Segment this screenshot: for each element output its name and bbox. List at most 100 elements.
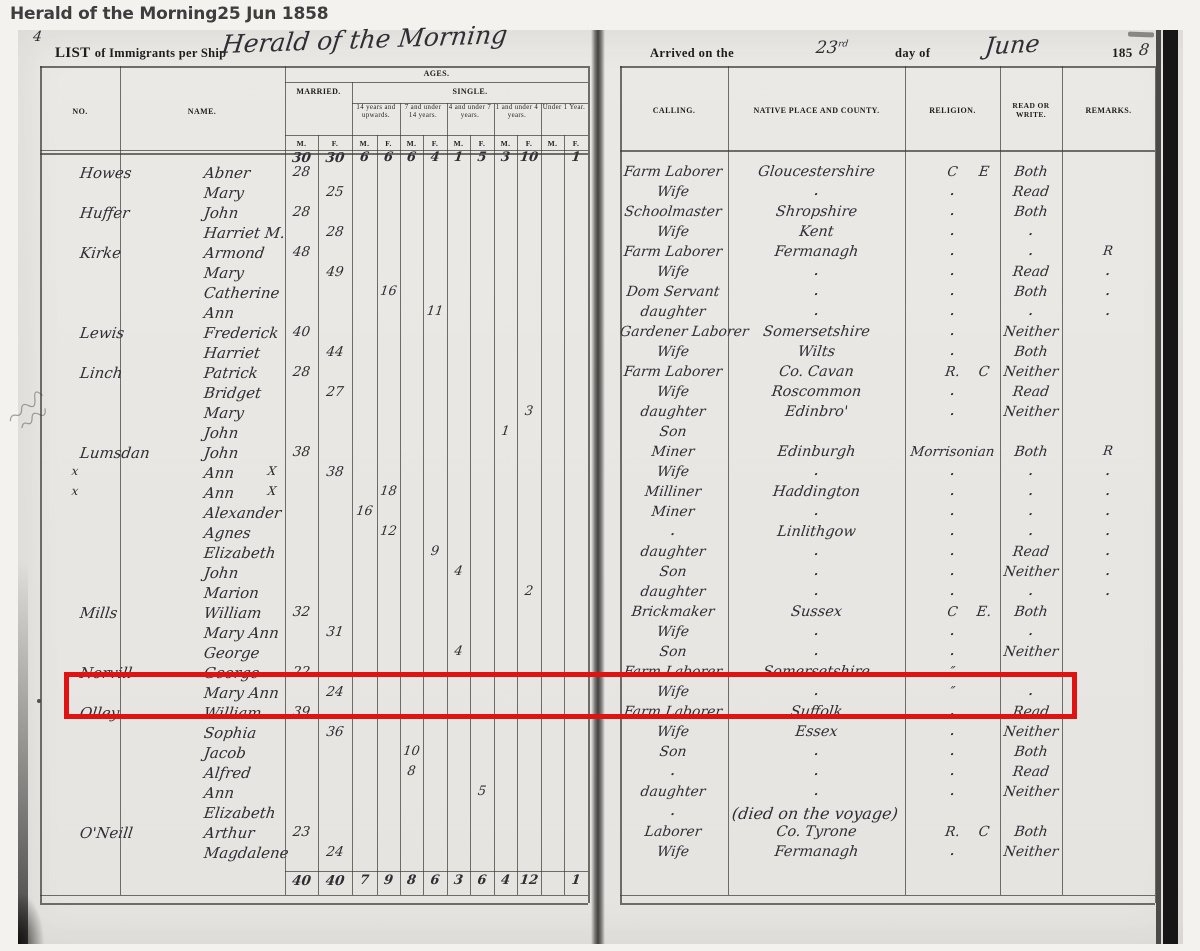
cell-religion: . (949, 784, 956, 798)
cell-remark: . (1105, 524, 1111, 538)
cell-remark: . (1105, 564, 1111, 578)
table-rule-horizontal (620, 895, 1155, 896)
cell-read_write: . (1028, 464, 1034, 478)
cell-calling: daughter (639, 304, 707, 320)
table-rule-horizontal (620, 903, 1155, 905)
col-header-female: F. (572, 139, 580, 148)
table-rule-vertical (494, 103, 495, 895)
cell-forename: Armond (202, 244, 266, 262)
cell-native: Roscommon (770, 384, 863, 400)
cell-native: Kent (798, 224, 835, 240)
cell-s7_m: 10 (402, 744, 421, 759)
cell-m_f: 24 (325, 844, 345, 860)
cell-religion: . (949, 204, 956, 218)
cell-forename: Patrick (202, 364, 259, 382)
cell-religion: . (949, 264, 956, 278)
cell-m_f: 27 (325, 384, 345, 400)
cell-native: . (813, 184, 820, 198)
cell-native: Edinbro' (784, 404, 849, 420)
cell-calling: Farm Laborer (622, 244, 724, 260)
cell-calling: Schoolmaster (623, 204, 723, 220)
cell-native: . (813, 264, 820, 278)
cell-calling: Wife (655, 224, 691, 240)
cell-forename: Ann (202, 304, 236, 322)
col-header-name: NAME. (187, 107, 217, 116)
cell-m_f: 49 (325, 264, 345, 280)
cell-calling: Wife (655, 184, 691, 200)
cell-native: Essex (794, 724, 839, 740)
cell-forename: Ann (202, 784, 236, 802)
cell-native: Sussex (790, 604, 843, 620)
cell-calling: Son (658, 644, 688, 660)
col-header-female: F. (431, 139, 439, 148)
cell-read_write: Both (1013, 344, 1049, 360)
cell-remark: R (1102, 444, 1114, 459)
table-rule-horizontal (40, 895, 588, 896)
cell-surname: Linch (78, 364, 124, 382)
cell-religion: . (949, 844, 956, 858)
table-rule-horizontal (40, 903, 588, 905)
cell-religion: . (949, 284, 956, 298)
cell-s1_f: 2 (523, 584, 535, 599)
cell-m_m: 28 (291, 164, 312, 180)
cell-m_f: 38 (325, 464, 345, 480)
cell-s14_m: 7 (359, 873, 370, 888)
cell-forename: George (202, 644, 261, 662)
col-header-female: F. (525, 139, 533, 148)
col-header-female: F. (385, 139, 392, 148)
day-of-label: day of (895, 46, 931, 60)
cell-m_f: 44 (325, 344, 345, 360)
cell-native: . (813, 764, 820, 778)
col-header-age-group: 4 and under 7 years. (448, 104, 492, 119)
cell-forename: Mary (202, 264, 246, 282)
cell-read_write: Both (1013, 284, 1049, 300)
table-rule-vertical (564, 135, 565, 895)
cell-native: Co. Cavan (778, 364, 855, 380)
cell-religion: . (949, 764, 956, 778)
cell-s7_f: 11 (425, 304, 445, 319)
col-header-male: M. (359, 139, 370, 148)
page-gutter-shadow (591, 30, 605, 944)
cell-calling: Wife (655, 344, 691, 360)
col-header-married: MARRIED. (296, 87, 341, 96)
table-rule-vertical (447, 103, 448, 895)
col-header-age-group: Under 1 Year. (542, 104, 586, 111)
cell-native: Linlithgow (776, 524, 857, 540)
cell-religion: . (949, 384, 956, 398)
cell-m_m: 32 (291, 604, 312, 620)
cell-no_mark: x (70, 464, 80, 478)
cell-surname: Kirke (78, 244, 123, 262)
cell-calling: Dom Servant (625, 284, 721, 300)
table-rule-vertical (1000, 66, 1001, 895)
cell-read_write: Neither (1002, 644, 1060, 660)
table-rule-vertical (1062, 66, 1063, 895)
cell-s14_f: 9 (383, 873, 394, 888)
margin-dot (37, 699, 41, 703)
cell-m_f: 31 (325, 624, 345, 640)
cell-religion: . (949, 584, 956, 598)
cell-calling: Farm Laborer (622, 164, 724, 180)
cell-surname: Lewis (78, 324, 126, 342)
col-header-male: M. (500, 139, 511, 148)
cell-m_f: 28 (325, 224, 345, 240)
ship-title-text: Herald of the Morning (10, 4, 218, 24)
cell-forename: Jacob (202, 744, 248, 762)
cell-surname: Lumsdan (78, 444, 151, 462)
cell-native: . (813, 584, 820, 598)
cell-calling: Miner (650, 504, 696, 520)
cell-read_write: . (1028, 624, 1034, 638)
cell-forename: Marion (202, 584, 261, 602)
highlight-box (64, 672, 1077, 719)
cell-read_write: Neither (1002, 724, 1060, 740)
cell-forename: Alfred (202, 764, 252, 782)
cell-m_f: 40 (324, 873, 346, 889)
cell-forename: Abner (202, 164, 252, 182)
cell-read_write: . (1028, 244, 1034, 258)
month-script: June (983, 29, 1042, 61)
cell-s1_f: 3 (523, 404, 535, 419)
cell-forename: Arthur (202, 824, 256, 842)
cell-native: . (813, 624, 820, 638)
cell-remark: . (1105, 284, 1111, 298)
table-rule-vertical (470, 135, 471, 895)
cell-native: Haddington (772, 484, 861, 500)
